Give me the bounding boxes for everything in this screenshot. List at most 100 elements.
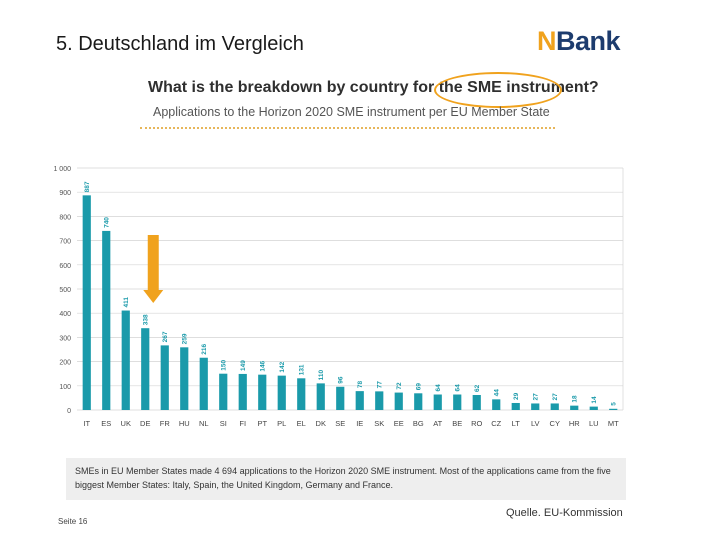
x-tick-label: NL: [199, 419, 209, 428]
x-tick-label: ES: [101, 419, 111, 428]
bar-value-label: 887: [84, 181, 91, 192]
bar: [355, 391, 364, 410]
bar-value-label: 150: [220, 359, 227, 370]
bar: [550, 403, 559, 410]
bar: [82, 195, 91, 410]
bar-value-label: 62: [474, 384, 481, 392]
x-tick-label: UK: [121, 419, 131, 428]
x-tick-label: IE: [356, 419, 363, 428]
x-tick-label: LT: [512, 419, 521, 428]
x-tick-label: CY: [550, 419, 560, 428]
bar-value-label: 96: [337, 376, 344, 384]
highlight-arrow-head: [143, 290, 164, 303]
y-tick-label: 700: [59, 239, 71, 246]
dotted-divider: [140, 127, 555, 129]
bar-value-label: 72: [396, 382, 403, 390]
x-tick-label: FR: [160, 419, 171, 428]
bar-value-label: 64: [435, 384, 442, 392]
y-tick-label: 1 000: [53, 166, 71, 173]
x-tick-label: FI: [239, 419, 246, 428]
x-tick-label: PL: [277, 419, 286, 428]
bar: [570, 405, 579, 410]
y-tick-label: 500: [59, 287, 71, 294]
bar: [375, 391, 384, 410]
x-tick-label: BE: [452, 419, 462, 428]
x-tick-label: EL: [297, 419, 306, 428]
bar: [433, 394, 442, 410]
y-tick-label: 0: [67, 408, 71, 415]
bar: [394, 392, 403, 410]
x-tick-label: HR: [569, 419, 580, 428]
bar: [589, 406, 598, 410]
bar: [238, 373, 247, 410]
bar: [472, 394, 481, 410]
bar: [180, 347, 189, 410]
bar-value-label: 149: [240, 360, 247, 371]
bar: [199, 357, 208, 410]
bar-value-label: 216: [201, 343, 208, 354]
page-number: Seite 16: [58, 517, 88, 526]
x-tick-label: LU: [589, 419, 599, 428]
y-tick-label: 900: [59, 190, 71, 197]
slide-title: 5. Deutschland im Vergleich: [56, 33, 304, 55]
bar-value-label: 740: [103, 217, 110, 228]
bar: [121, 310, 130, 410]
bar: [160, 345, 169, 410]
figure-subtitle: Applications to the Horizon 2020 SME ins…: [153, 105, 550, 119]
bar-value-label: 29: [513, 392, 520, 400]
y-tick-label: 100: [59, 384, 71, 391]
bar: [336, 386, 345, 410]
y-tick-label: 600: [59, 263, 71, 270]
highlight-arrow-shaft: [147, 235, 159, 291]
bar-value-label: 27: [552, 393, 559, 401]
x-tick-label: BG: [413, 419, 424, 428]
bar-value-label: 14: [591, 396, 598, 404]
bar-value-label: 69: [415, 383, 422, 391]
bar: [316, 383, 325, 410]
x-tick-label: CZ: [491, 419, 501, 428]
x-tick-label: DE: [140, 419, 150, 428]
x-tick-label: IT: [83, 419, 90, 428]
y-tick-label: 300: [59, 335, 71, 342]
x-tick-label: SK: [374, 419, 384, 428]
x-tick-label: RO: [471, 419, 482, 428]
source-credit: Quelle. EU-Kommission: [506, 507, 623, 519]
bar-value-label: 27: [532, 393, 539, 401]
x-tick-label: LV: [531, 419, 540, 428]
bar-value-label: 77: [376, 381, 383, 389]
bar: [492, 399, 501, 410]
bar-value-label: 411: [123, 297, 130, 308]
x-tick-label: HU: [179, 419, 190, 428]
bar-value-label: 146: [259, 360, 266, 371]
summary-note: SMEs in EU Member States made 4 694 appl…: [66, 458, 626, 500]
x-tick-label: PT: [257, 419, 267, 428]
bar: [141, 328, 150, 410]
bar-value-label: 131: [298, 364, 305, 375]
bar: [511, 402, 520, 410]
bar-value-label: 267: [162, 331, 169, 342]
x-tick-label: MT: [608, 419, 619, 428]
bar-value-label: 64: [454, 384, 461, 392]
x-tick-label: EE: [394, 419, 404, 428]
bar: [258, 374, 267, 410]
bar: [453, 394, 462, 410]
bar: [277, 375, 286, 410]
x-tick-label: AT: [433, 419, 442, 428]
bar-value-label: 78: [357, 381, 364, 389]
x-tick-label: SE: [335, 419, 345, 428]
bar: [102, 230, 111, 410]
y-tick-label: 800: [59, 214, 71, 221]
bar-value-label: 44: [493, 389, 500, 397]
bar-chart: 0 100 200 300 400 500 600 700 800 900 1 000 887 IT 74…: [53, 166, 624, 428]
bar-value-label: 5: [610, 402, 617, 406]
x-tick-label: SI: [220, 419, 227, 428]
bar-value-label: 110: [318, 370, 325, 381]
y-tick-label: 200: [59, 360, 71, 367]
bar: [297, 378, 306, 410]
y-tick-label: 400: [59, 311, 71, 318]
bar-value-label: 338: [142, 314, 149, 325]
x-tick-label: DK: [316, 419, 326, 428]
bar: [531, 403, 540, 410]
highlight-ellipse: [434, 72, 562, 108]
bar-value-label: 18: [571, 395, 578, 403]
